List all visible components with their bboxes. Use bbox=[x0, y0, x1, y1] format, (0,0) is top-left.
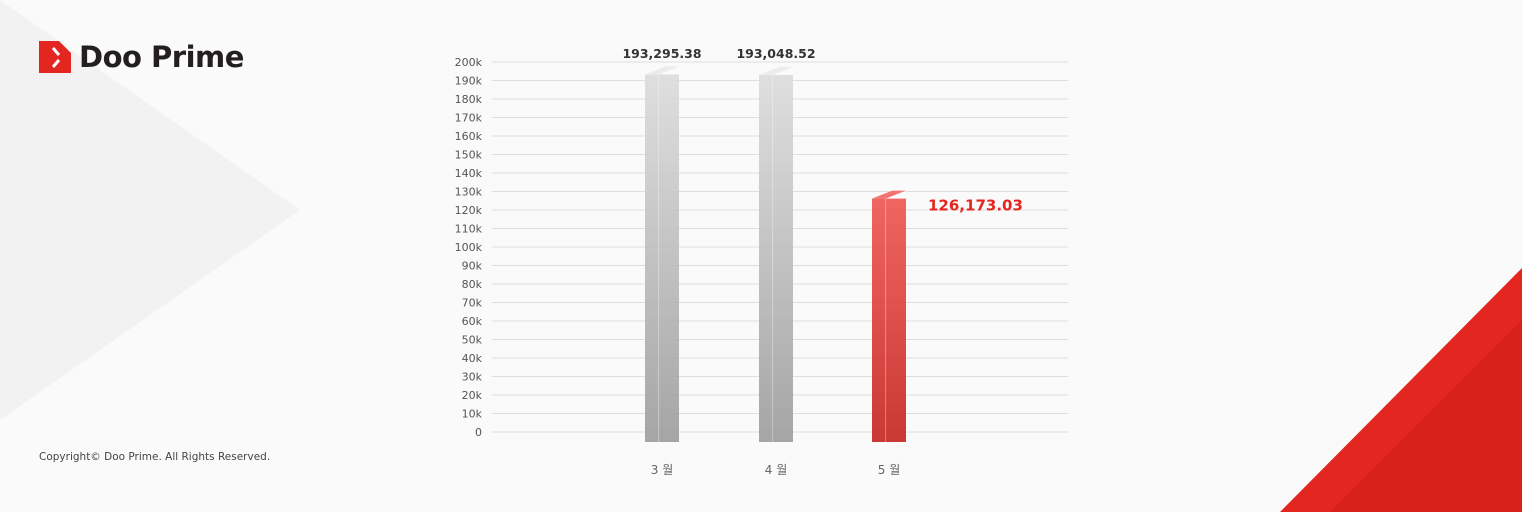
y-tick-label: 40k bbox=[462, 352, 483, 365]
data-label: 193,295.38 bbox=[622, 46, 701, 61]
bar bbox=[872, 198, 906, 442]
y-tick-label: 50k bbox=[462, 334, 483, 347]
y-tick-label: 20k bbox=[462, 389, 483, 402]
y-tick-label: 80k bbox=[462, 278, 483, 291]
y-tick-label: 0 bbox=[475, 426, 482, 439]
logo: Doo Prime bbox=[39, 40, 244, 74]
y-tick-label: 130k bbox=[455, 186, 483, 199]
copyright-text: Copyright© Doo Prime. All Rights Reserve… bbox=[39, 451, 271, 463]
y-tick-label: 120k bbox=[455, 204, 483, 217]
y-tick-label: 70k bbox=[462, 297, 483, 310]
doo-prime-logo-icon bbox=[39, 41, 71, 73]
bar bbox=[759, 74, 793, 443]
y-tick-label: 200k bbox=[455, 56, 483, 69]
y-tick-label: 90k bbox=[462, 260, 483, 273]
y-tick-label: 160k bbox=[455, 130, 483, 143]
x-category-label: 4 월 bbox=[765, 463, 788, 477]
y-tick-label: 190k bbox=[455, 75, 483, 88]
data-label: 126,173.03 bbox=[928, 197, 1023, 215]
x-category-label: 5 월 bbox=[878, 463, 901, 477]
y-tick-label: 180k bbox=[455, 93, 483, 106]
bar bbox=[645, 74, 679, 442]
data-label: 193,048.52 bbox=[736, 46, 815, 61]
brand-name: Doo Prime bbox=[79, 40, 244, 74]
y-tick-label: 10k bbox=[462, 408, 483, 421]
y-tick-label: 140k bbox=[455, 167, 483, 180]
y-tick-label: 110k bbox=[455, 223, 483, 236]
y-tick-label: 100k bbox=[455, 241, 483, 254]
y-tick-label: 150k bbox=[455, 149, 483, 162]
y-tick-label: 30k bbox=[462, 371, 483, 384]
y-tick-label: 60k bbox=[462, 315, 483, 328]
bar-top-face bbox=[759, 66, 793, 75]
x-category-label: 3 월 bbox=[651, 463, 674, 477]
bar-top-face bbox=[872, 190, 906, 199]
y-tick-label: 170k bbox=[455, 112, 483, 125]
bar-top-face bbox=[645, 66, 679, 75]
